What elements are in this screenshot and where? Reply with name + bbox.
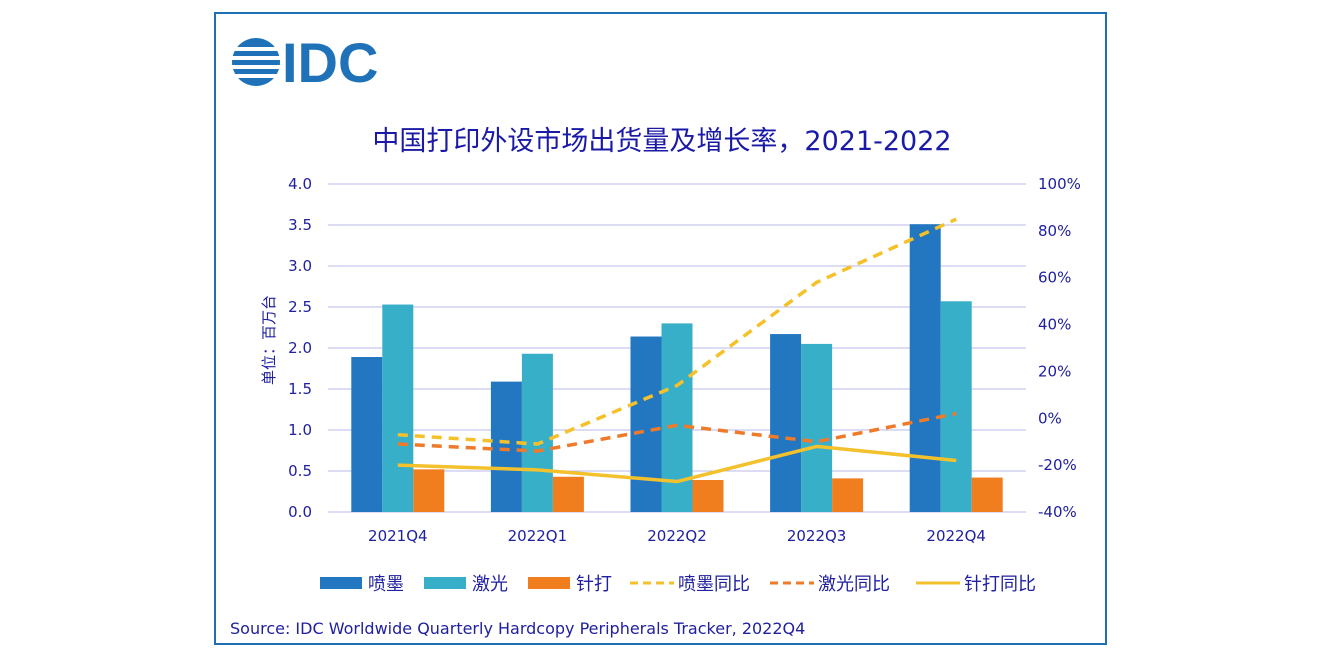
bar-激光-2022Q4: [940, 301, 972, 512]
y2-axis-ticks: -40% -20% 0% 20% 40% 60% 80% 100%: [1038, 175, 1081, 521]
legend-label: 针打同比: [964, 574, 1036, 595]
y2-tick-label: 60%: [1038, 269, 1071, 287]
bar-喷墨-2021Q4: [351, 357, 383, 512]
chart-svg: IDC 中国打印外设市场出货量及增长率，2021-2022 单位：百万台 0.0…: [230, 31, 1081, 638]
bar-针打-2022Q3: [832, 478, 864, 512]
bar-喷墨-2022Q2: [630, 336, 662, 512]
y-tick-label: 2.5: [288, 298, 312, 316]
bar-喷墨-2022Q4: [909, 224, 941, 512]
y-axis-ticks: 0.0 0.5 1.0 1.5 2.0 2.5 3.0 3.5 4.0: [288, 175, 312, 521]
bar-针打-2022Q4: [971, 477, 1003, 512]
x-axis-categories: 2021Q4 2022Q1 2022Q2 2022Q3 2022Q4: [368, 527, 986, 545]
x-tick-label: 2021Q4: [368, 527, 428, 545]
bar-激光-2022Q2: [661, 323, 693, 512]
source-note: Source: IDC Worldwide Quarterly Hardcopy…: [230, 619, 805, 638]
bar-喷墨-2022Q1: [490, 381, 522, 512]
y2-tick-label: 40%: [1038, 316, 1071, 334]
y2-tick-label: 80%: [1038, 222, 1071, 240]
x-tick-label: 2022Q4: [926, 527, 986, 545]
line-激光同比: [397, 411, 957, 453]
x-tick-label: 2022Q2: [647, 527, 707, 545]
x-tick-label: 2022Q1: [508, 527, 568, 545]
y2-tick-label: 0%: [1038, 409, 1062, 427]
legend-label: 针打: [576, 574, 612, 595]
line-喷墨同比: [397, 217, 957, 446]
y-tick-label: 3.0: [288, 257, 312, 275]
line-针打同比: [397, 444, 957, 484]
y2-tick-label: -40%: [1038, 503, 1077, 521]
logo-globe-icon: [230, 38, 282, 86]
y-tick-label: 0.0: [288, 503, 312, 521]
y2-tick-label: 20%: [1038, 362, 1071, 380]
bar-激光-2021Q4: [382, 304, 414, 512]
y-tick-label: 2.0: [288, 339, 312, 357]
y2-tick-label: -20%: [1038, 456, 1077, 474]
chart-frame: IDC 中国打印外设市场出货量及增长率，2021-2022 单位：百万台 0.0…: [214, 12, 1107, 645]
x-tick-label: 2022Q3: [787, 527, 847, 545]
bar-针打-2022Q1: [552, 476, 584, 512]
y-tick-label: 3.5: [288, 216, 312, 234]
y2-tick-label: 100%: [1038, 175, 1081, 193]
legend-swatch: [424, 577, 466, 589]
legend-label: 喷墨同比: [678, 574, 750, 595]
line-series: [397, 217, 957, 484]
legend-label: 喷墨: [368, 574, 404, 595]
bar-喷墨-2022Q3: [770, 334, 802, 512]
legend-label: 激光同比: [818, 574, 890, 595]
bar-激光-2022Q1: [521, 353, 553, 512]
bar-series: [351, 224, 1003, 512]
legend-label: 激光: [472, 574, 508, 595]
bar-针打-2022Q2: [692, 480, 724, 512]
legend-swatch: [320, 577, 362, 589]
y-axis-label: 单位：百万台: [260, 295, 278, 385]
logo-text: IDC: [282, 31, 378, 94]
chart-title: 中国打印外设市场出货量及增长率，2021-2022: [372, 126, 951, 157]
bar-激光-2022Q3: [801, 343, 833, 512]
legend: 喷墨 激光 针打 喷墨同比 激光同比 针打同比: [320, 574, 1036, 595]
y-tick-label: 1.0: [288, 421, 312, 439]
legend-swatch: [528, 577, 570, 589]
y-tick-label: 1.5: [288, 380, 312, 398]
bar-针打-2021Q4: [413, 469, 445, 512]
y-tick-label: 0.5: [288, 462, 312, 480]
idc-logo: IDC: [230, 31, 378, 94]
y-tick-label: 4.0: [288, 175, 312, 193]
